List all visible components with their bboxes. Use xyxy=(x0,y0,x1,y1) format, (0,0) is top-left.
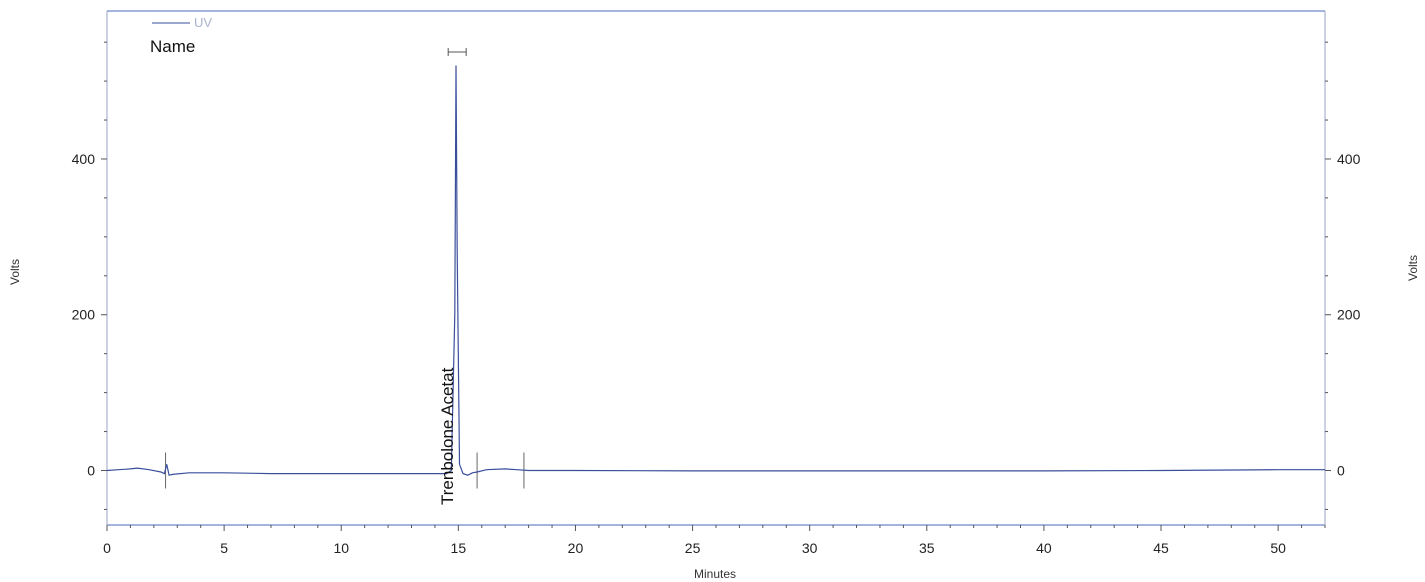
x-tick-label: 45 xyxy=(1153,540,1169,556)
y-axis-title-left: Volts xyxy=(8,259,22,285)
series-line xyxy=(106,65,1325,476)
x-tick-label: 20 xyxy=(568,540,584,556)
peak-labels: Trenbolone Acetat xyxy=(438,48,467,505)
x-tick-label: 5 xyxy=(220,540,228,556)
x-tick-label: 35 xyxy=(919,540,935,556)
y-tick-label-left: 200 xyxy=(72,307,96,323)
plot-frame xyxy=(106,10,1326,526)
legend-header: Name xyxy=(150,37,195,56)
x-tick-label: 25 xyxy=(685,540,701,556)
x-tick-label: 30 xyxy=(802,540,818,556)
y-tick-label-right: 400 xyxy=(1337,151,1361,167)
y-axis-title-right: Volts xyxy=(1406,255,1420,281)
peak-label: Trenbolone Acetat xyxy=(438,367,457,505)
x-tick-label: 15 xyxy=(451,540,467,556)
x-tick-label: 0 xyxy=(103,540,111,556)
y-axis-right: 0 200 400 xyxy=(1325,41,1361,510)
x-tick-label: 40 xyxy=(1036,540,1052,556)
x-tick-label: 10 xyxy=(333,540,349,556)
x-axis: 0 5 10 15 20 25 30 35 40 45 50 xyxy=(103,525,1326,556)
legend: UV Name xyxy=(150,15,212,56)
y-axis-left: 0 200 400 xyxy=(72,41,107,510)
y-tick-label-right: 200 xyxy=(1337,307,1361,323)
x-axis-title: Minutes xyxy=(694,567,736,581)
legend-series-label: UV xyxy=(194,15,212,30)
x-tick-label: 50 xyxy=(1270,540,1286,556)
uv-trace xyxy=(106,65,1325,476)
y-tick-label-left: 0 xyxy=(87,462,95,478)
y-tick-label-right: 0 xyxy=(1337,462,1345,478)
baseline-markers xyxy=(165,452,525,489)
y-tick-label-left: 400 xyxy=(72,151,96,167)
